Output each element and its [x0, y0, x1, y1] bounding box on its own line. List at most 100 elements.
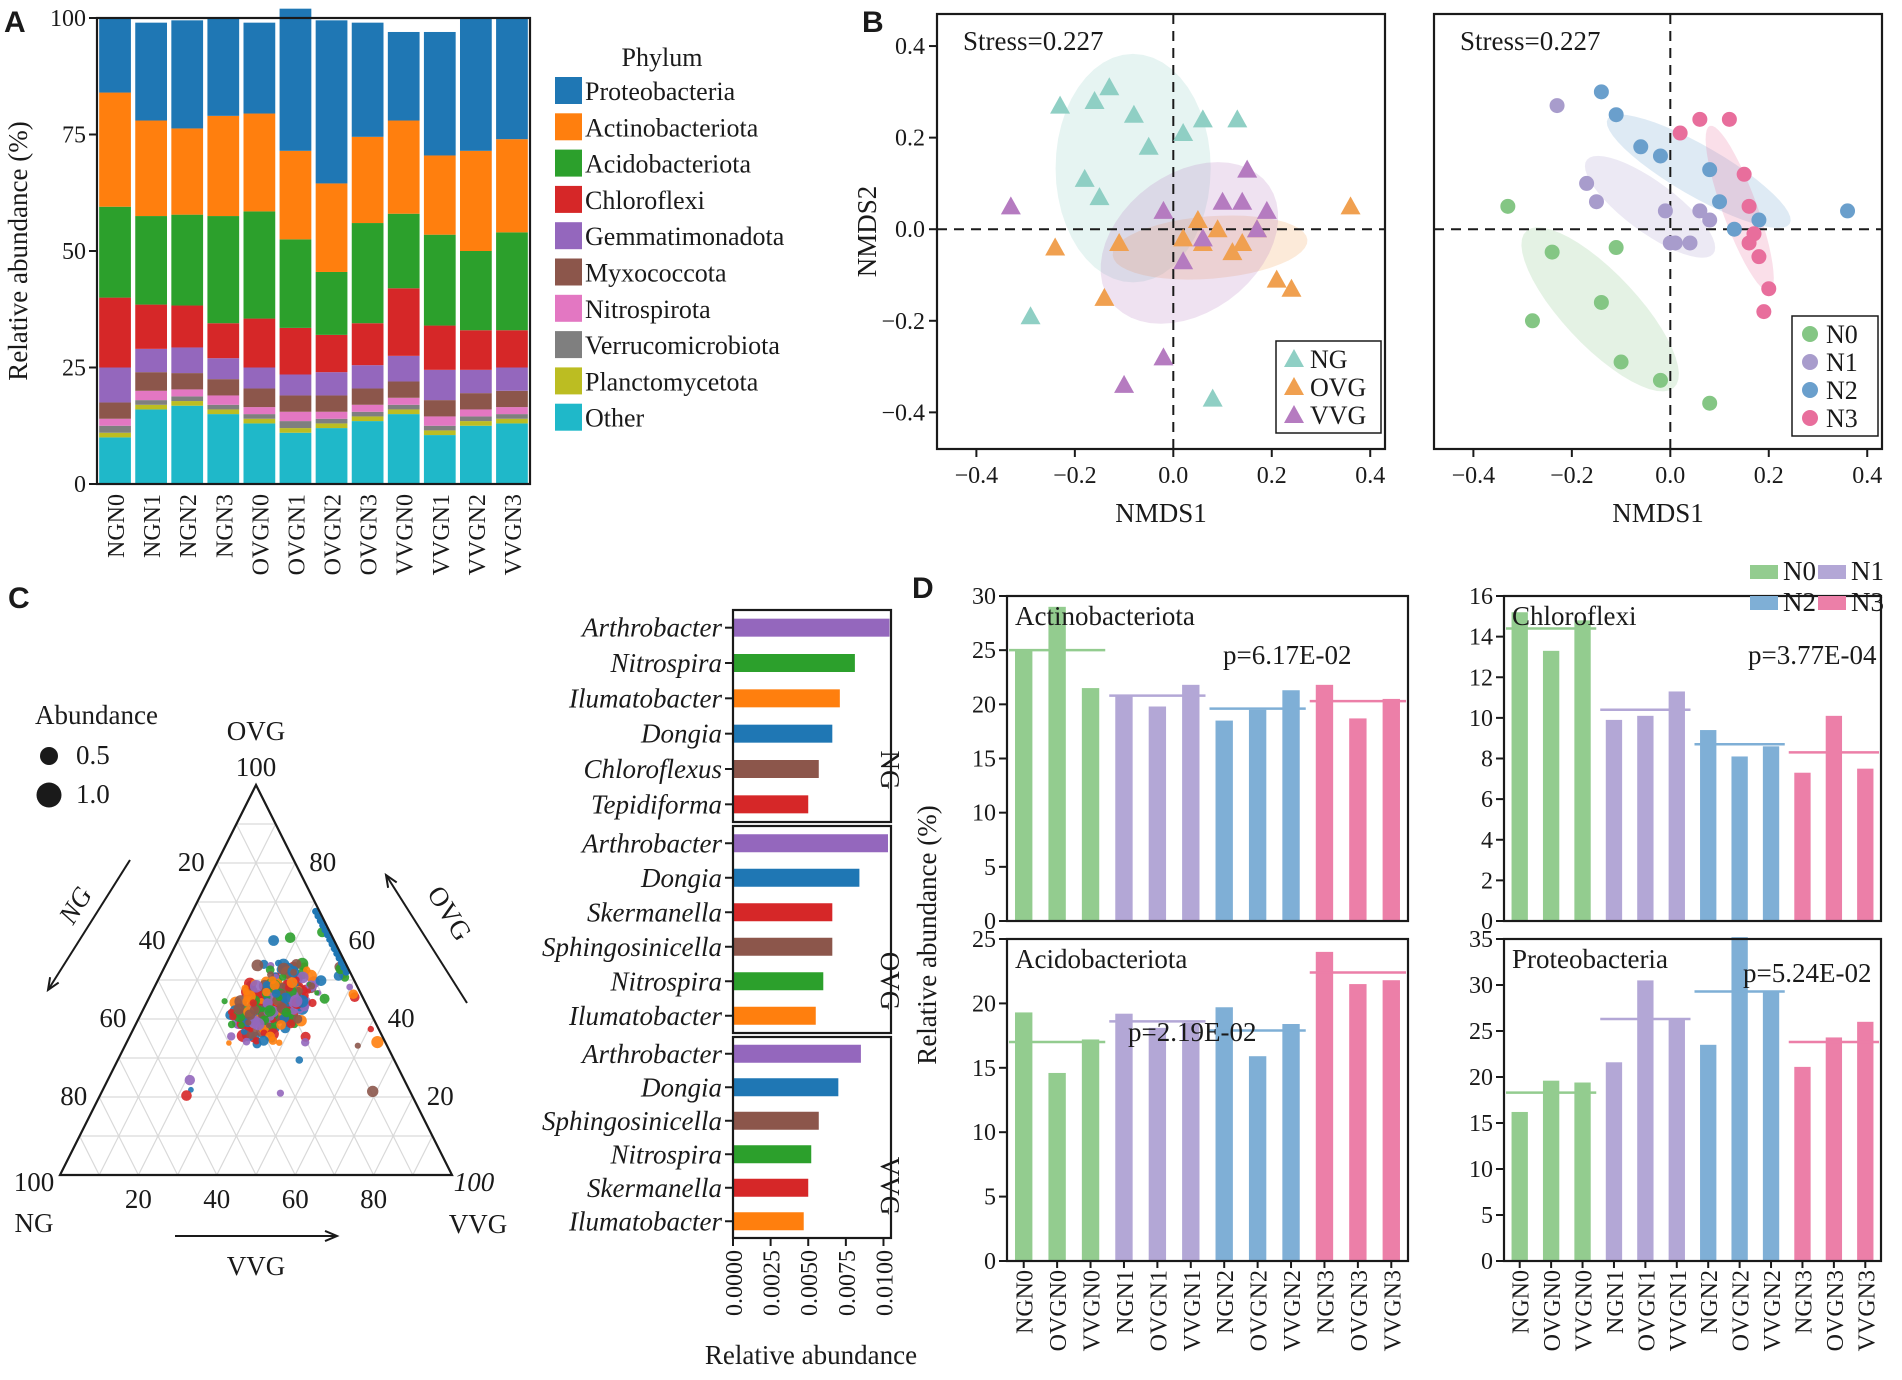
data-point-ng: [1138, 136, 1159, 155]
y-tick-label: 35: [1469, 927, 1493, 953]
stack-segment: [207, 216, 240, 324]
stack-segment: [243, 418, 276, 424]
ternary-point: [268, 935, 279, 946]
x-tick-label: VVGN2: [1760, 1270, 1786, 1351]
bottom-edge-tick-label: 40: [203, 1184, 230, 1214]
genus-bar: [733, 1078, 839, 1097]
ternary-point: [308, 982, 316, 990]
ternary-point: [295, 1056, 304, 1064]
genus-bar: [733, 1044, 861, 1063]
stack-segment: [207, 358, 240, 380]
ternary-point: [289, 994, 303, 1008]
data-point-n2: [1608, 107, 1624, 123]
stack-segment: [135, 304, 168, 349]
ternary-point: [281, 1007, 292, 1018]
value-bar: [1081, 1039, 1100, 1261]
stack-segment: [279, 411, 312, 422]
stack-segment: [99, 432, 131, 438]
stack-segment: [496, 232, 528, 331]
stack-segment: [279, 374, 312, 396]
genus-label: Arthrobacter: [580, 613, 722, 643]
stack-segment: [135, 404, 168, 410]
stack-segment: [171, 373, 204, 390]
p-value: p=5.24E-02: [1743, 958, 1871, 988]
arrow-vvg-head: [324, 1230, 340, 1242]
x-axis-title: NMDS1: [1612, 498, 1704, 528]
data-point-ng: [1202, 388, 1223, 407]
arrow-label-vvg: VVG: [227, 1251, 286, 1281]
data-point-n3: [1721, 111, 1737, 127]
group-ellipse: [1055, 53, 1211, 283]
x-tick-label: VVGN0: [1572, 1270, 1598, 1351]
value-bar: [1315, 684, 1334, 921]
subplot-title: Chloroflexi: [1512, 601, 1636, 631]
y-tick-label: 0: [984, 1249, 996, 1275]
panel-d: D 051015202530Actinobacteriotap=6.17E-02…: [912, 556, 1884, 1351]
left-edge-tick-label: 20: [178, 847, 205, 877]
stack-segment: [315, 271, 348, 335]
data-point-ovg: [1094, 287, 1115, 306]
data-point-n0: [1524, 313, 1540, 329]
ternary-point: [301, 1038, 310, 1047]
grid-line: [98, 823, 277, 1176]
ternary-point: [276, 1039, 283, 1046]
value-bar: [1282, 1024, 1300, 1261]
stack-segment: [459, 150, 492, 251]
legend-swatch: [555, 222, 582, 250]
stack-segment: [315, 372, 348, 396]
x-tick-label: NGN3: [1791, 1270, 1817, 1334]
value-bar: [1382, 698, 1400, 921]
grid-line: [98, 1096, 139, 1176]
data-point-n2: [1633, 139, 1649, 155]
right-edge-tick-label: 80: [309, 847, 336, 877]
ternary-point: [242, 1037, 251, 1046]
value-bar: [1731, 756, 1748, 921]
stack-segment: [99, 367, 131, 403]
stack-segment: [459, 421, 492, 426]
stack-segment: [279, 432, 312, 484]
stack-segment: [459, 393, 492, 410]
value-bar: [1542, 1080, 1560, 1261]
legend-label: Acidobacteriota: [585, 150, 751, 179]
stack-segment: [279, 8, 312, 151]
y-tick-label: 0.0: [895, 217, 925, 243]
ternary-point: [227, 1020, 236, 1029]
legend-swatch: [555, 77, 582, 104]
stack-segment: [496, 414, 528, 419]
ternary-point: [249, 999, 257, 1007]
data-point-ovg: [1222, 242, 1243, 261]
x-tick-label: NGN2: [176, 494, 202, 558]
stack-segment: [99, 18, 131, 93]
y-tick-label: 10: [972, 1120, 996, 1146]
legend-marker: [1284, 405, 1304, 423]
data-point-vvg: [1247, 219, 1267, 238]
ternary-point: [279, 973, 287, 981]
legend-label: N2: [1826, 376, 1858, 405]
y-tick-label: 0.4: [895, 34, 925, 60]
subplot-title: Proteobacteria: [1512, 944, 1668, 974]
data-point-ng: [1089, 187, 1110, 206]
genus-label: Skermanella: [587, 1173, 722, 1203]
stack-segment: [135, 216, 168, 305]
ternary-point: [252, 1037, 261, 1045]
left-edge-tick-label: 60: [99, 1003, 126, 1033]
y-tick-label: 75: [62, 123, 86, 149]
value-bar: [1574, 1082, 1591, 1261]
y-tick-label: 20: [972, 991, 996, 1017]
stack-segment: [207, 18, 240, 116]
data-point-ng: [1099, 77, 1120, 96]
panel-letter-b: B: [862, 6, 884, 39]
x-tick-label: 0.0050: [797, 1250, 823, 1316]
stack-segment: [351, 404, 384, 412]
legend-swatch: [555, 367, 582, 395]
legend-label: Myxococcota: [585, 259, 727, 288]
genus-bar: [733, 868, 860, 887]
y-tick-label: 25: [1469, 1019, 1493, 1045]
y-tick-label: 6: [1481, 787, 1493, 813]
stack-segment: [207, 115, 240, 217]
ternary-point: [229, 1012, 237, 1021]
x-tick-label: NGN2: [1213, 1270, 1239, 1334]
group-label: OVG: [875, 952, 905, 1011]
ternary-point: [277, 962, 290, 975]
x-tick-label: VVGN1: [1180, 1270, 1206, 1351]
